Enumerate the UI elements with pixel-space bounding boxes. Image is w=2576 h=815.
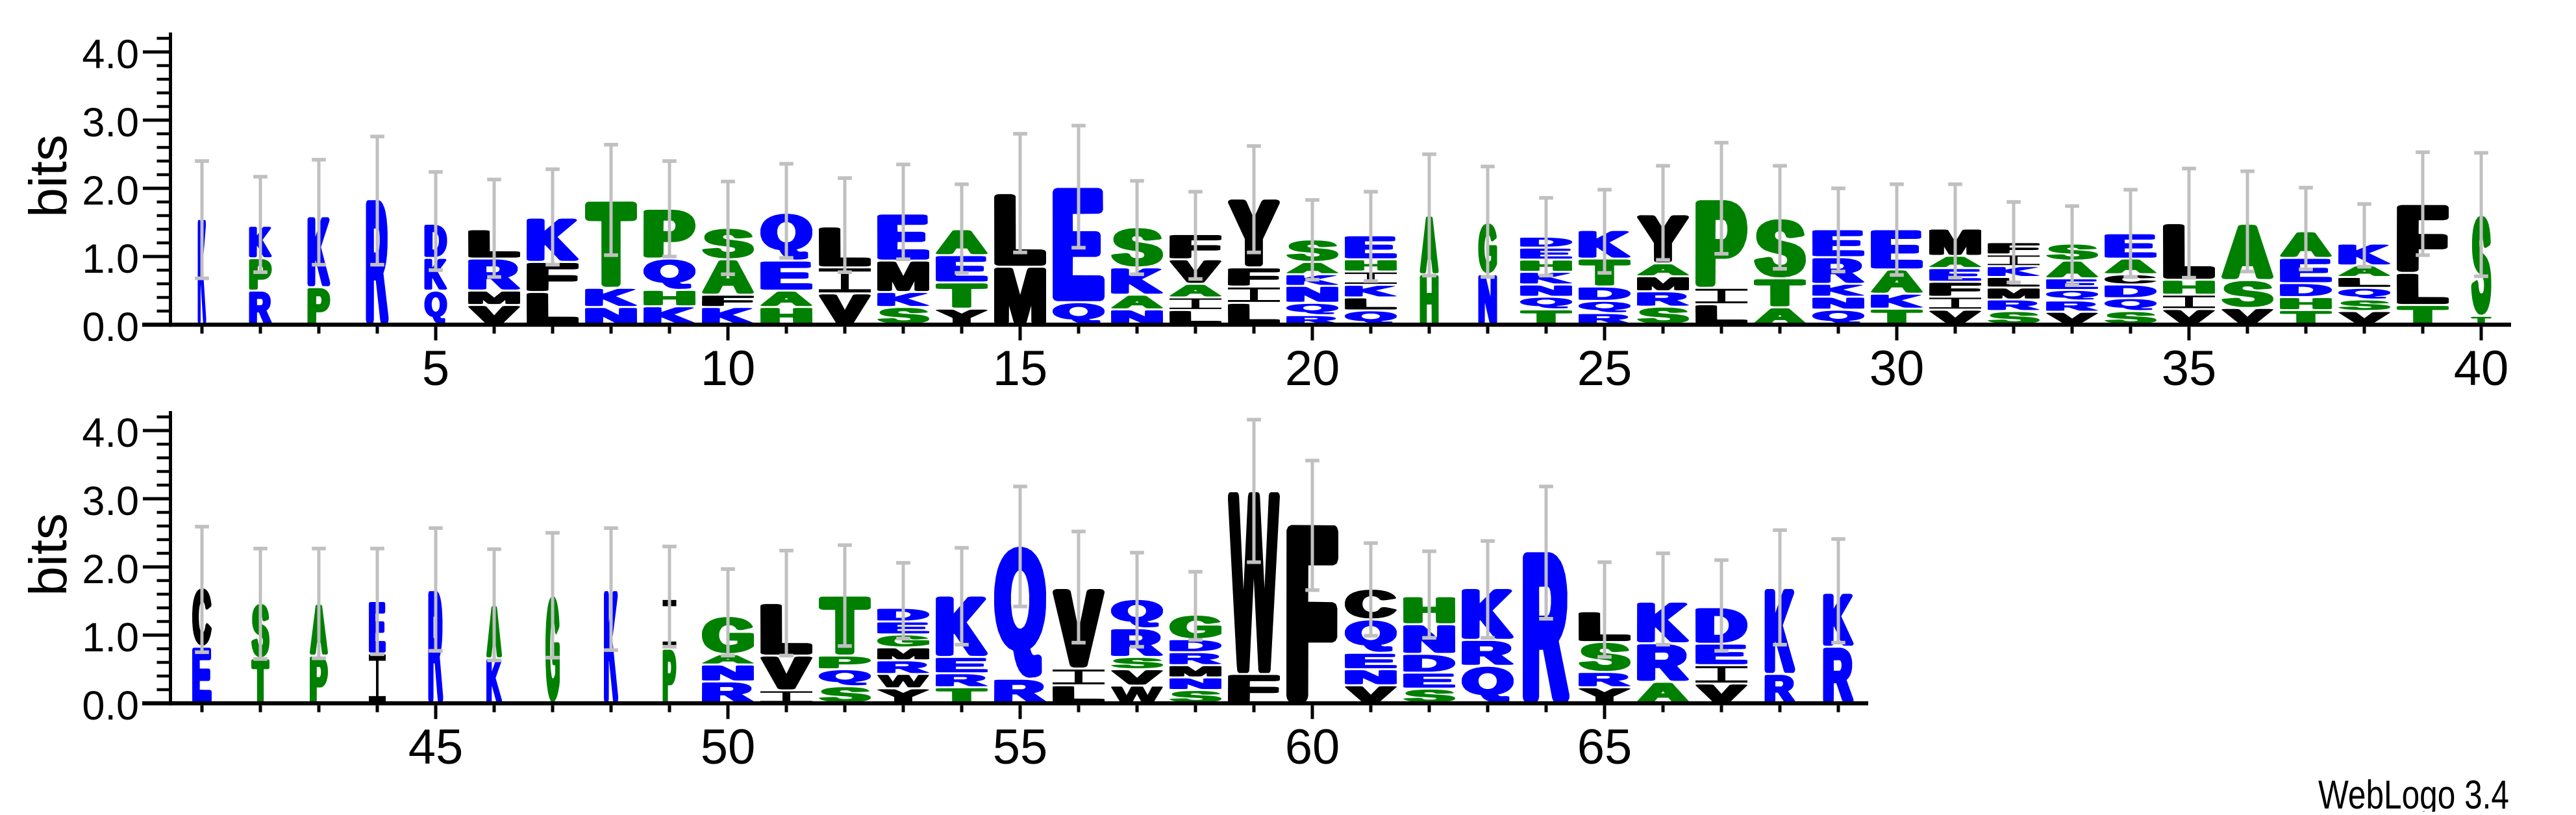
svg-text:1.0: 1.0 [82, 615, 139, 660]
svg-text:0.0: 0.0 [82, 683, 139, 729]
svg-text:55: 55 [993, 720, 1048, 775]
svg-text:45: 45 [408, 720, 464, 775]
svg-text:50: 50 [701, 720, 756, 775]
svg-text:WebLogo 3.4: WebLogo 3.4 [2318, 773, 2509, 812]
svg-text:25: 25 [1577, 341, 1632, 396]
svg-text:30: 30 [1869, 341, 1925, 396]
svg-text:1.0: 1.0 [82, 236, 139, 282]
svg-text:4.0: 4.0 [82, 32, 139, 77]
svg-text:40: 40 [2454, 341, 2509, 396]
svg-text:3.0: 3.0 [82, 479, 139, 524]
svg-text:4.0: 4.0 [82, 410, 139, 456]
svg-text:bits: bits [19, 134, 78, 218]
svg-text:5: 5 [422, 341, 449, 396]
svg-text:2.0: 2.0 [82, 547, 139, 592]
svg-text:60: 60 [1285, 720, 1340, 775]
svg-text:2.0: 2.0 [82, 168, 139, 214]
svg-text:10: 10 [701, 341, 756, 396]
svg-text:20: 20 [1285, 341, 1340, 396]
svg-text:35: 35 [2162, 341, 2217, 396]
svg-text:bits: bits [19, 513, 78, 596]
svg-text:15: 15 [993, 341, 1048, 396]
svg-text:65: 65 [1577, 720, 1632, 775]
svg-text:0.0: 0.0 [82, 305, 139, 350]
svg-text:3.0: 3.0 [82, 100, 139, 145]
